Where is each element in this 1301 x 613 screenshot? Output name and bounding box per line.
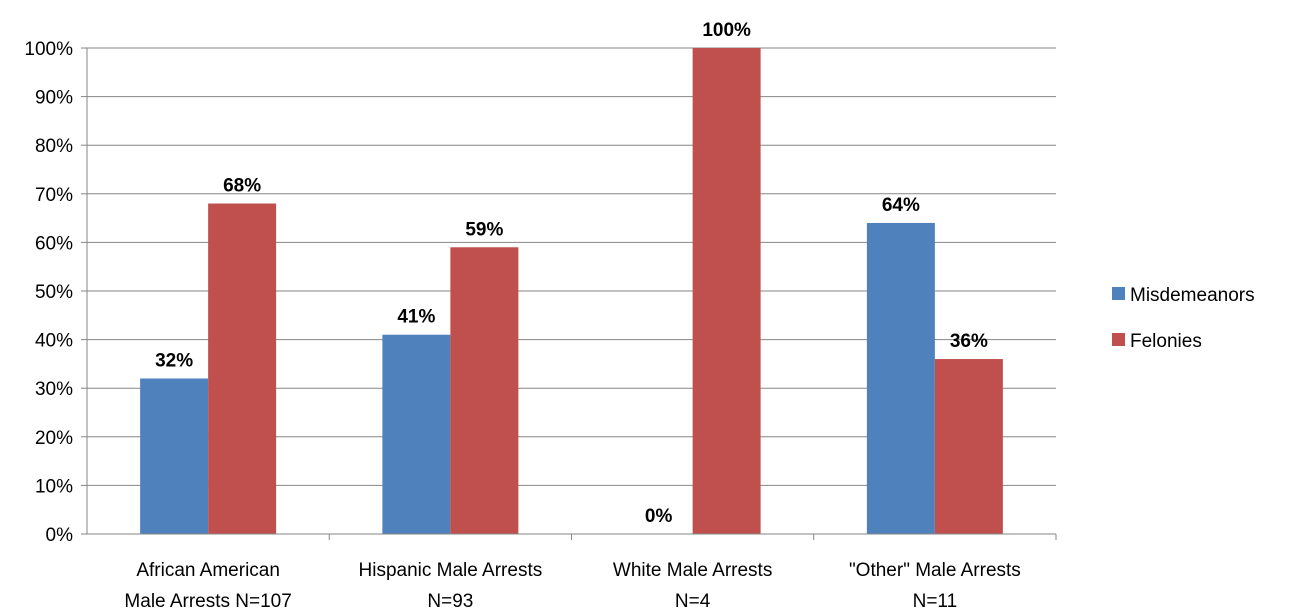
x-tick-label: Hispanic Male Arrests bbox=[359, 560, 543, 581]
y-tick-label: 10% bbox=[35, 476, 73, 497]
data-label: 41% bbox=[397, 307, 435, 328]
x-tick-label: African American bbox=[136, 560, 280, 581]
data-label: 32% bbox=[155, 350, 193, 371]
data-label: 68% bbox=[223, 176, 261, 197]
data-label: 100% bbox=[702, 20, 751, 41]
x-tick-label: Male Arrests N=107 bbox=[124, 591, 291, 612]
x-tick-label: N=4 bbox=[675, 591, 711, 612]
y-tick-label: 20% bbox=[35, 428, 73, 449]
bar-felonies bbox=[208, 203, 277, 534]
y-tick-label: 80% bbox=[35, 136, 73, 157]
data-labels: 32% 68% 41% 59% 0% 100% 64% 36% bbox=[155, 20, 988, 527]
x-tick-label: N=11 bbox=[913, 591, 958, 612]
legend-label: Misdemeanors bbox=[1130, 285, 1255, 306]
y-tick-label: 40% bbox=[35, 331, 73, 352]
legend-swatch bbox=[1112, 287, 1125, 300]
y-tick-label: 0% bbox=[46, 525, 74, 546]
bar-felonies bbox=[934, 359, 1003, 534]
data-label: 59% bbox=[465, 219, 503, 240]
legend-swatch bbox=[1112, 333, 1125, 346]
y-tick-label: 50% bbox=[35, 282, 73, 303]
bars bbox=[140, 48, 1003, 534]
legend-label: Felonies bbox=[1130, 331, 1202, 352]
bar-misdemeanors bbox=[382, 334, 451, 534]
x-tick-label: "Other" Male Arrests bbox=[849, 560, 1021, 581]
x-tick-label: White Male Arrests bbox=[613, 560, 772, 581]
y-tick-label: 70% bbox=[35, 185, 73, 206]
bar-misdemeanors bbox=[140, 378, 209, 534]
data-label: 64% bbox=[882, 195, 920, 216]
y-tick-label: 30% bbox=[35, 379, 73, 400]
y-tick-label: 60% bbox=[35, 233, 73, 254]
y-tick-label: 90% bbox=[35, 88, 73, 109]
data-label: 36% bbox=[950, 331, 988, 352]
bar-felonies bbox=[692, 48, 761, 534]
bar-misdemeanors bbox=[866, 222, 935, 534]
axes: 0% 10% 20% 30% 40% 50% 60% 70% 80% 90% 100% African… bbox=[24, 39, 1057, 612]
bar-felonies bbox=[450, 247, 519, 534]
x-tick-label: N=93 bbox=[427, 591, 473, 612]
y-tick-label: 100% bbox=[24, 39, 73, 60]
legend: Misdemeanors Felonies bbox=[1112, 285, 1255, 352]
data-label: 0% bbox=[645, 506, 673, 527]
